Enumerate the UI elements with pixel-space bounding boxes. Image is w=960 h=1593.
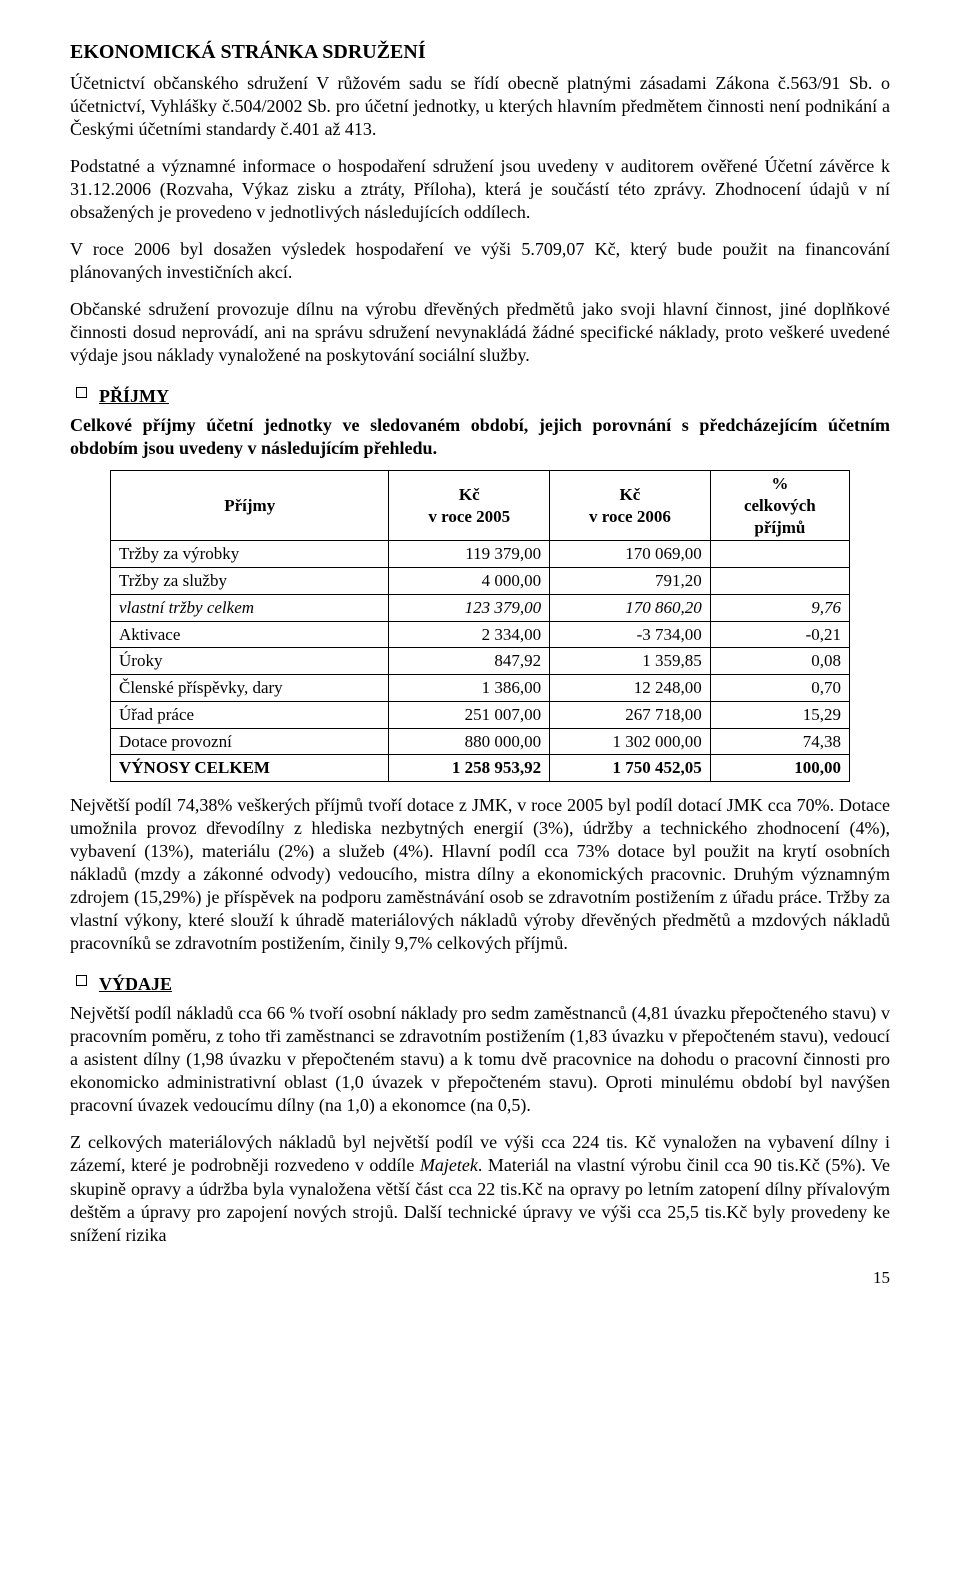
table-row: Úroky847,921 359,850,08 — [111, 648, 850, 675]
cell-pct: 15,29 — [710, 701, 849, 728]
cell-pct: 9,76 — [710, 594, 849, 621]
cell-label: Tržby za výrobky — [111, 541, 389, 568]
cell-pct — [710, 568, 849, 595]
col-header-prijmy: Příjmy — [111, 471, 389, 541]
cell-pct: 100,00 — [710, 755, 849, 782]
cell-2005: 4 000,00 — [389, 568, 550, 595]
prijmy-lead: Celkové příjmy účetní jednotky ve sledov… — [70, 414, 890, 460]
cell-label: Úřad práce — [111, 701, 389, 728]
cell-2005: 847,92 — [389, 648, 550, 675]
paragraph-intro-2: Podstatné a významné informace o hospoda… — [70, 155, 890, 224]
cell-pct: 0,08 — [710, 648, 849, 675]
bullet-square-icon — [76, 387, 87, 398]
section-vydaje-row: VÝDAJE — [70, 969, 890, 1002]
col-header-2005: Kč v roce 2005 — [389, 471, 550, 541]
cell-2005: 123 379,00 — [389, 594, 550, 621]
paragraph-vydaje-2: Z celkových materiálových nákladů byl ne… — [70, 1131, 890, 1246]
cell-2005: 1 386,00 — [389, 675, 550, 702]
para7-italic: Majetek — [420, 1155, 478, 1175]
cell-2005: 880 000,00 — [389, 728, 550, 755]
cell-2006: 267 718,00 — [550, 701, 711, 728]
document-page: EKONOMICKÁ STRÁNKA SDRUŽENÍ Účetnictví o… — [0, 0, 960, 1328]
paragraph-intro-3: V roce 2006 byl dosažen výsledek hospoda… — [70, 238, 890, 284]
cell-2006: 170 069,00 — [550, 541, 711, 568]
paragraph-intro-4: Občanské sdružení provozuje dílnu na výr… — [70, 298, 890, 367]
cell-label: vlastní tržby celkem — [111, 594, 389, 621]
income-table: Příjmy Kč v roce 2005 Kč v roce 2006 % c… — [110, 470, 850, 782]
cell-pct: 0,70 — [710, 675, 849, 702]
table-row: Dotace provozní880 000,001 302 000,0074,… — [111, 728, 850, 755]
cell-label: Dotace provozní — [111, 728, 389, 755]
cell-2005: 2 334,00 — [389, 621, 550, 648]
table-row: Tržby za výrobky119 379,00170 069,00 — [111, 541, 850, 568]
table-head: Příjmy Kč v roce 2005 Kč v roce 2006 % c… — [111, 471, 850, 541]
section-prijmy-row: PŘÍJMY — [70, 381, 890, 414]
table-row: Úřad práce251 007,00267 718,0015,29 — [111, 701, 850, 728]
cell-2006: 1 750 452,05 — [550, 755, 711, 782]
cell-label: Aktivace — [111, 621, 389, 648]
cell-2006: 170 860,20 — [550, 594, 711, 621]
cell-2006: 12 248,00 — [550, 675, 711, 702]
cell-label: Úroky — [111, 648, 389, 675]
cell-2005: 119 379,00 — [389, 541, 550, 568]
cell-label: VÝNOSY CELKEM — [111, 755, 389, 782]
cell-label: Tržby za služby — [111, 568, 389, 595]
paragraph-vydaje-1: Největší podíl nákladů cca 66 % tvoří os… — [70, 1002, 890, 1117]
table-row: vlastní tržby celkem123 379,00170 860,20… — [111, 594, 850, 621]
cell-2006: -3 734,00 — [550, 621, 711, 648]
cell-2006: 1 359,85 — [550, 648, 711, 675]
section-heading-prijmy: PŘÍJMY — [99, 385, 169, 408]
cell-2006: 1 302 000,00 — [550, 728, 711, 755]
cell-2005: 1 258 953,92 — [389, 755, 550, 782]
cell-label: Členské příspěvky, dary — [111, 675, 389, 702]
page-title: EKONOMICKÁ STRÁNKA SDRUŽENÍ — [70, 40, 890, 66]
table-body: Tržby za výrobky119 379,00170 069,00Tržb… — [111, 541, 850, 782]
cell-2005: 251 007,00 — [389, 701, 550, 728]
cell-pct — [710, 541, 849, 568]
page-number: 15 — [70, 1267, 890, 1289]
table-row: Tržby za služby4 000,00791,20 — [111, 568, 850, 595]
cell-pct: -0,21 — [710, 621, 849, 648]
cell-pct: 74,38 — [710, 728, 849, 755]
paragraph-intro-1: Účetnictví občanského sdružení V růžovém… — [70, 72, 890, 141]
col-header-pct: % celkových příjmů — [710, 471, 849, 541]
col-header-2006: Kč v roce 2006 — [550, 471, 711, 541]
table-row: VÝNOSY CELKEM1 258 953,921 750 452,05100… — [111, 755, 850, 782]
bullet-square-icon — [76, 975, 87, 986]
table-row: Členské příspěvky, dary1 386,0012 248,00… — [111, 675, 850, 702]
cell-2006: 791,20 — [550, 568, 711, 595]
paragraph-prijmy-analysis: Největší podíl 74,38% veškerých příjmů t… — [70, 794, 890, 955]
table-row: Aktivace2 334,00-3 734,00-0,21 — [111, 621, 850, 648]
section-heading-vydaje: VÝDAJE — [99, 973, 172, 996]
